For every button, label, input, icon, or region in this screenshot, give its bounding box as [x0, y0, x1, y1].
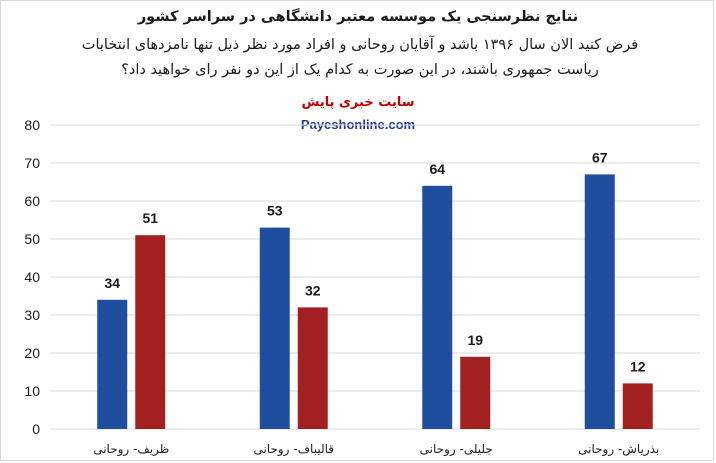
y-tick-label-50: 50	[24, 231, 40, 247]
y-tick-label-40: 40	[24, 269, 40, 285]
y-tick-label-10: 10	[24, 383, 40, 399]
y-tick-label-80: 80	[24, 117, 40, 133]
x-category-label-2: قالیباف- روحانی	[253, 442, 334, 457]
chart-title: نتایج نظرسنجی یک موسسه معتبر دانشگاهی در…	[137, 9, 579, 25]
y-tick-label-0: 0	[32, 421, 40, 437]
data-label-s1-2: 53	[267, 203, 283, 219]
bar-s2-4	[622, 383, 653, 429]
bar-s1-2	[259, 227, 290, 429]
data-label-s2-1: 51	[142, 210, 158, 226]
x-category-label-4: بذریاش- روحانی	[578, 442, 659, 457]
x-axis-categories: ظریف- روحانی قالیباف- روحانی جلیلی- روحانی…	[93, 442, 659, 457]
bar-s2-1	[135, 235, 166, 429]
source-label: سایت خبری پایش	[301, 95, 415, 110]
data-label-s1-1: 34	[104, 275, 120, 291]
data-labels: 34 51 53 32 64 19 67 12	[104, 149, 645, 374]
data-label-s1-3: 64	[429, 161, 445, 177]
bar-s1-4	[584, 174, 615, 429]
y-tick-label-60: 60	[24, 193, 40, 209]
chart-subtitle: فرض کنید الان سال ۱۳۹۶ باشد و آقایان روح…	[81, 37, 639, 78]
bar-s1-3	[422, 185, 453, 429]
y-tick-label-70: 70	[24, 155, 40, 171]
x-category-label-3: جلیلی- روحانی	[420, 442, 493, 457]
y-axis-ticks: 0 10 20 30 40 50 60 70 80	[24, 117, 40, 437]
data-label-s2-3: 19	[467, 332, 483, 348]
bars	[97, 174, 653, 429]
data-label-s2-4: 12	[630, 358, 646, 374]
data-label-s2-2: 32	[305, 282, 321, 298]
y-tick-label-20: 20	[24, 345, 40, 361]
x-category-label-1: ظریف- روحانی	[93, 442, 169, 457]
bar-s2-3	[460, 356, 491, 429]
bar-s1-1	[97, 299, 128, 429]
data-label-s1-4: 67	[592, 149, 608, 165]
y-tick-label-30: 30	[24, 307, 40, 323]
bar-s2-2	[297, 307, 328, 429]
